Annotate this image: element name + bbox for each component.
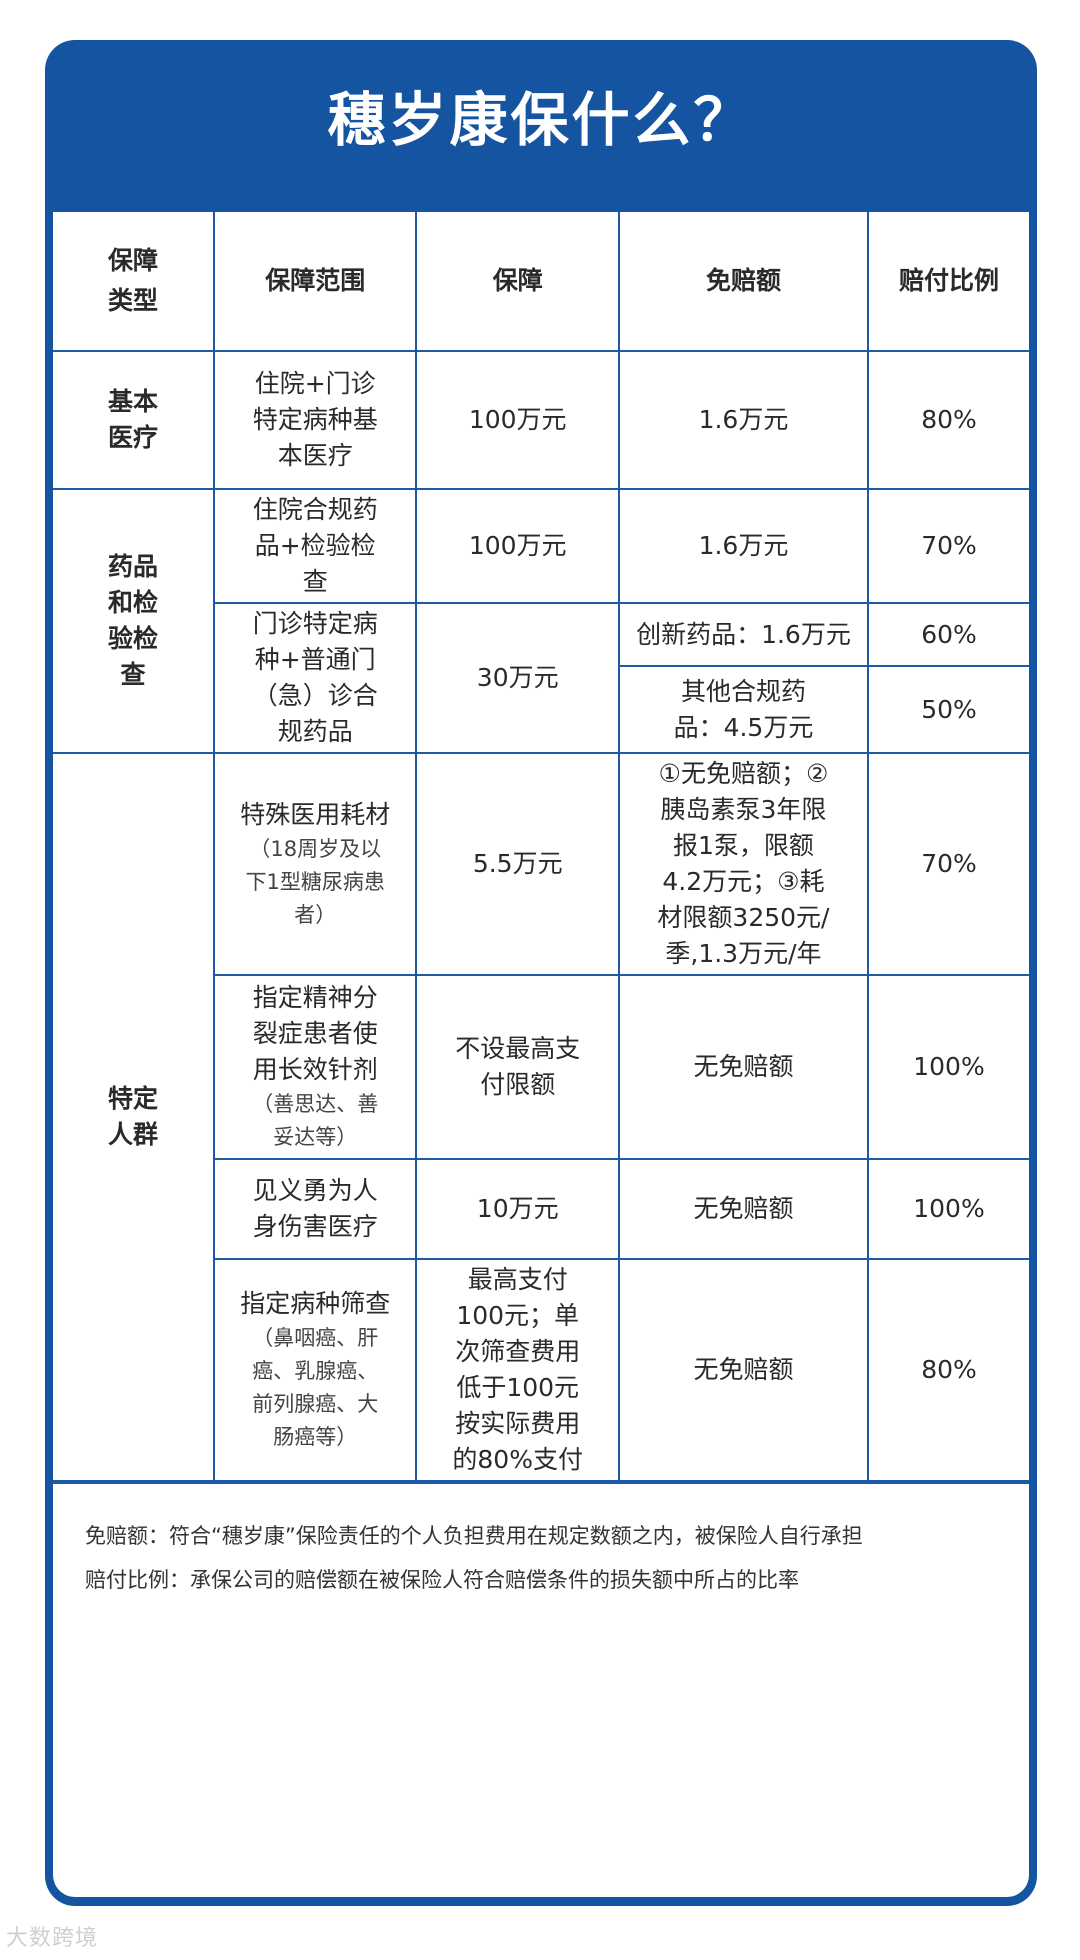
coverage-cell: 30万元 (415, 602, 620, 754)
deductible-cell: 其他合规药品：4.5万元 (618, 665, 869, 754)
header-ratio: 赔付比例 (866, 212, 1029, 352)
deductible-cell: 创新药品：1.6万元 (617, 601, 869, 668)
type-special: 特定人群 (53, 752, 215, 1482)
ratio-cell: 70% (866, 752, 1029, 976)
coverage-cell: 100万元 (415, 350, 620, 490)
type-drugs: 药品和检验检查 (53, 488, 215, 754)
table-header-row: 保障类型 保障范围 保障 免赔额 赔付比例 (53, 212, 1029, 352)
deductible-cell: 无免赔额 (617, 974, 869, 1160)
coverage-cell: 100万元 (415, 488, 620, 604)
deductible-cell: 1.6万元 (617, 350, 869, 490)
table-row: 指定精神分裂症患者使用长效针剂 （善思达、善妥达等） 不设最高支付限额 无免赔额… (53, 974, 1029, 1160)
table-row: 指定病种筛查 （鼻咽癌、肝癌、乳腺癌、前列腺癌、大肠癌等） 最高支付100元；单… (53, 1258, 1029, 1482)
scope-cell: 特殊医用耗材 （18周岁及以下1型糖尿病患者） (212, 752, 418, 976)
watermark: 大数跨境 (6, 1926, 99, 1951)
header-deductible: 免赔额 (617, 212, 869, 352)
footnotes: 免赔额：符合“穗岁康”保险责任的个人负担费用在规定数额之内，被保险人自行承担 赔… (53, 1482, 1029, 1602)
note-ratio: 赔付比例：承保公司的赔偿额在被保险人符合赔偿条件的损失额中所占的比率 (85, 1568, 799, 1592)
scope-cell: 住院+门诊特定病种基本医疗 (212, 350, 418, 490)
table-row: 其他合规药品：4.5万元 50% (53, 665, 1029, 754)
table-row: 见义勇为人身伤害医疗 10万元 无免赔额 100% (53, 1158, 1029, 1260)
ratio-cell: 80% (866, 1258, 1029, 1482)
header-scope: 保障范围 (212, 212, 418, 352)
scope-cell: 指定病种筛查 （鼻咽癌、肝癌、乳腺癌、前列腺癌、大肠癌等） (213, 1258, 418, 1482)
scope-note: （鼻咽癌、肝癌、乳腺癌、前列腺癌、大肠癌等） (252, 1326, 379, 1449)
ratio-cell: 100% (866, 974, 1029, 1160)
coverage-cell: 10万元 (415, 1158, 620, 1260)
header-coverage: 保障 (415, 212, 620, 352)
header-type: 保障类型 (53, 212, 215, 352)
table-row: 基本医疗 住院+门诊特定病种基本医疗 100万元 1.6万元 80% (53, 350, 1029, 490)
table-row: 特定人群 特殊医用耗材 （18周岁及以下1型糖尿病患者） 5.5万元 ①无免赔额… (53, 752, 1029, 1482)
scope-cell: 见义勇为人身伤害医疗 (213, 1158, 418, 1260)
scope-cell: 门诊特定病种+普通门（急）诊合规药品 (213, 602, 418, 754)
ratio-cell: 60% (866, 601, 1029, 668)
scope-main: 指定精神分裂症患者使用长效针剂 (252, 983, 378, 1084)
ratio-cell: 50% (866, 665, 1029, 754)
scope-main: 特殊医用耗材 (240, 799, 391, 829)
coverage-cell: 最高支付100元；单次筛查费用低于100元按实际费用的80%支付 (415, 1258, 620, 1482)
scope-cell: 指定精神分裂症患者使用长效针剂 （善思达、善妥达等） (213, 974, 418, 1160)
ratio-cell: 70% (866, 488, 1029, 604)
coverage-cell: 不设最高支付限额 (415, 974, 620, 1160)
scope-note: （18周岁及以下1型糖尿病患者） (245, 836, 385, 927)
note-deductible: 免赔额：符合“穗岁康”保险责任的个人负担费用在规定数额之内，被保险人自行承担 (85, 1524, 863, 1548)
table-container: 保障类型 保障范围 保障 免赔额 赔付比例 基本医疗 住院+门诊特定病种基本医疗… (53, 212, 1029, 1897)
table-row: 药品和检验检查 住院合规药品+检验检查 100万元 1.6万元 70% (53, 488, 1029, 754)
type-basic: 基本医疗 (53, 350, 215, 490)
deductible-cell: 无免赔额 (617, 1158, 869, 1260)
scope-cell: 住院合规药品+检验检查 (212, 488, 418, 604)
page-title: 穗岁康保什么？ (327, 86, 755, 154)
deductible-cell: 1.6万元 (617, 488, 869, 604)
deductible-cell: 无免赔额 (617, 1258, 869, 1482)
scope-main: 指定病种筛查 (240, 1289, 391, 1318)
scope-note: （善思达、善妥达等） (252, 1092, 379, 1149)
coverage-cell: 5.5万元 (415, 752, 620, 976)
ratio-cell: 80% (866, 350, 1029, 490)
ratio-cell: 100% (866, 1158, 1029, 1260)
coverage-table: 保障类型 保障范围 保障 免赔额 赔付比例 基本医疗 住院+门诊特定病种基本医疗… (53, 212, 1029, 1482)
insurance-card: 穗岁康保什么？ 保障类型 保障范围 保障 免赔额 赔付比例 基本医疗 住院+门诊… (45, 40, 1037, 1906)
table-row: 门诊特定病种+普通门（急）诊合规药品 30万元 创新药品：1.6万元 60% (53, 601, 1029, 754)
deductible-cell: ①无免赔额；②胰岛素泵3年限报1泵，限额4.2万元；③耗材限额3250元/季,1… (617, 752, 869, 976)
